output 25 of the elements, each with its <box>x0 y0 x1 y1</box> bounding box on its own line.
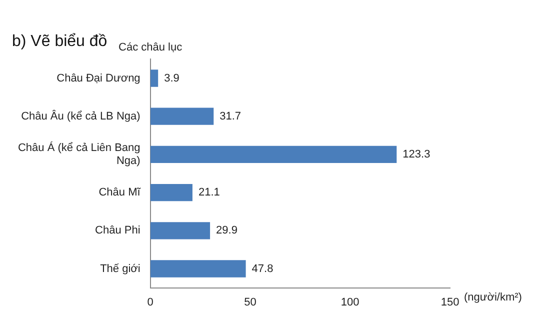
bar <box>150 184 192 202</box>
bar <box>150 146 397 164</box>
data-label: 123.3 <box>402 148 430 160</box>
data-label: 31.7 <box>220 110 242 122</box>
x-tick-label: 100 <box>340 296 360 308</box>
x-tick-label: 50 <box>244 296 256 308</box>
x-tick-label: 150 <box>440 296 460 308</box>
chart-title: b) Vẽ biểu đồ <box>12 33 108 50</box>
y-tick-label: Châu Âu (kể cả LB Nga) <box>21 109 140 122</box>
y-tick-label: Châu Á (kể cả Liên Bang Nga) <box>18 140 140 168</box>
bar <box>150 108 214 125</box>
x-axis-title: (người/km²) <box>464 291 522 304</box>
data-label: 21.1 <box>198 186 220 199</box>
bar <box>150 222 210 240</box>
bar <box>150 260 246 278</box>
y-tick-label: Châu Phi <box>95 224 140 237</box>
bar <box>150 70 158 87</box>
y-tick-label: Thế giới <box>100 262 140 275</box>
data-label: 29.9 <box>216 224 238 237</box>
data-label: 47.8 <box>252 262 274 275</box>
x-tick-label: 0 <box>147 296 154 308</box>
y-tick-label: Châu Mĩ <box>98 186 142 199</box>
y-axis-title: Các châu lục <box>118 42 183 54</box>
data-label: 3.9 <box>164 72 180 84</box>
y-tick-label: Châu Đại Dương <box>56 72 140 84</box>
